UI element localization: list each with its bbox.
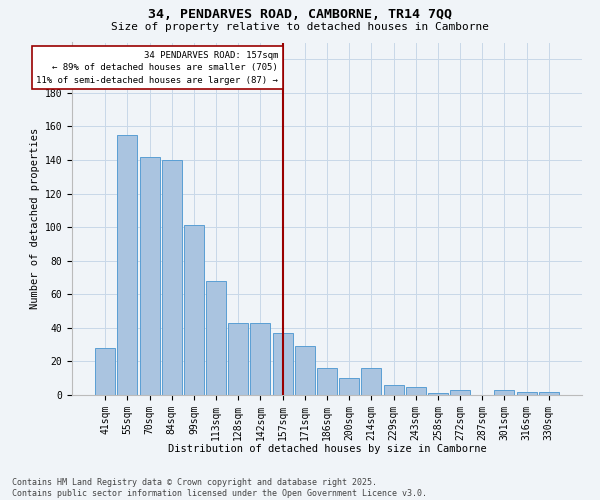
Bar	[494, 390, 514, 395]
Text: 34, PENDARVES ROAD, CAMBORNE, TR14 7QQ: 34, PENDARVES ROAD, CAMBORNE, TR14 7QQ	[148, 8, 452, 20]
Bar	[517, 392, 536, 395]
Bar	[272, 333, 293, 395]
Bar	[383, 385, 404, 395]
Text: 34 PENDARVES ROAD: 157sqm
← 89% of detached houses are smaller (705)
11% of semi: 34 PENDARVES ROAD: 157sqm ← 89% of detac…	[37, 51, 278, 85]
Bar	[339, 378, 359, 395]
Bar	[539, 392, 559, 395]
Bar	[162, 160, 182, 395]
Bar	[184, 226, 204, 395]
Bar	[228, 323, 248, 395]
Y-axis label: Number of detached properties: Number of detached properties	[31, 128, 40, 310]
Bar	[206, 281, 226, 395]
Bar	[295, 346, 315, 395]
Text: Contains HM Land Registry data © Crown copyright and database right 2025.
Contai: Contains HM Land Registry data © Crown c…	[12, 478, 427, 498]
X-axis label: Distribution of detached houses by size in Camborne: Distribution of detached houses by size …	[167, 444, 487, 454]
Bar	[118, 135, 137, 395]
Bar	[450, 390, 470, 395]
Bar	[95, 348, 115, 395]
Bar	[250, 323, 271, 395]
Text: Size of property relative to detached houses in Camborne: Size of property relative to detached ho…	[111, 22, 489, 32]
Bar	[406, 386, 426, 395]
Bar	[317, 368, 337, 395]
Bar	[361, 368, 382, 395]
Bar	[428, 394, 448, 395]
Bar	[140, 156, 160, 395]
